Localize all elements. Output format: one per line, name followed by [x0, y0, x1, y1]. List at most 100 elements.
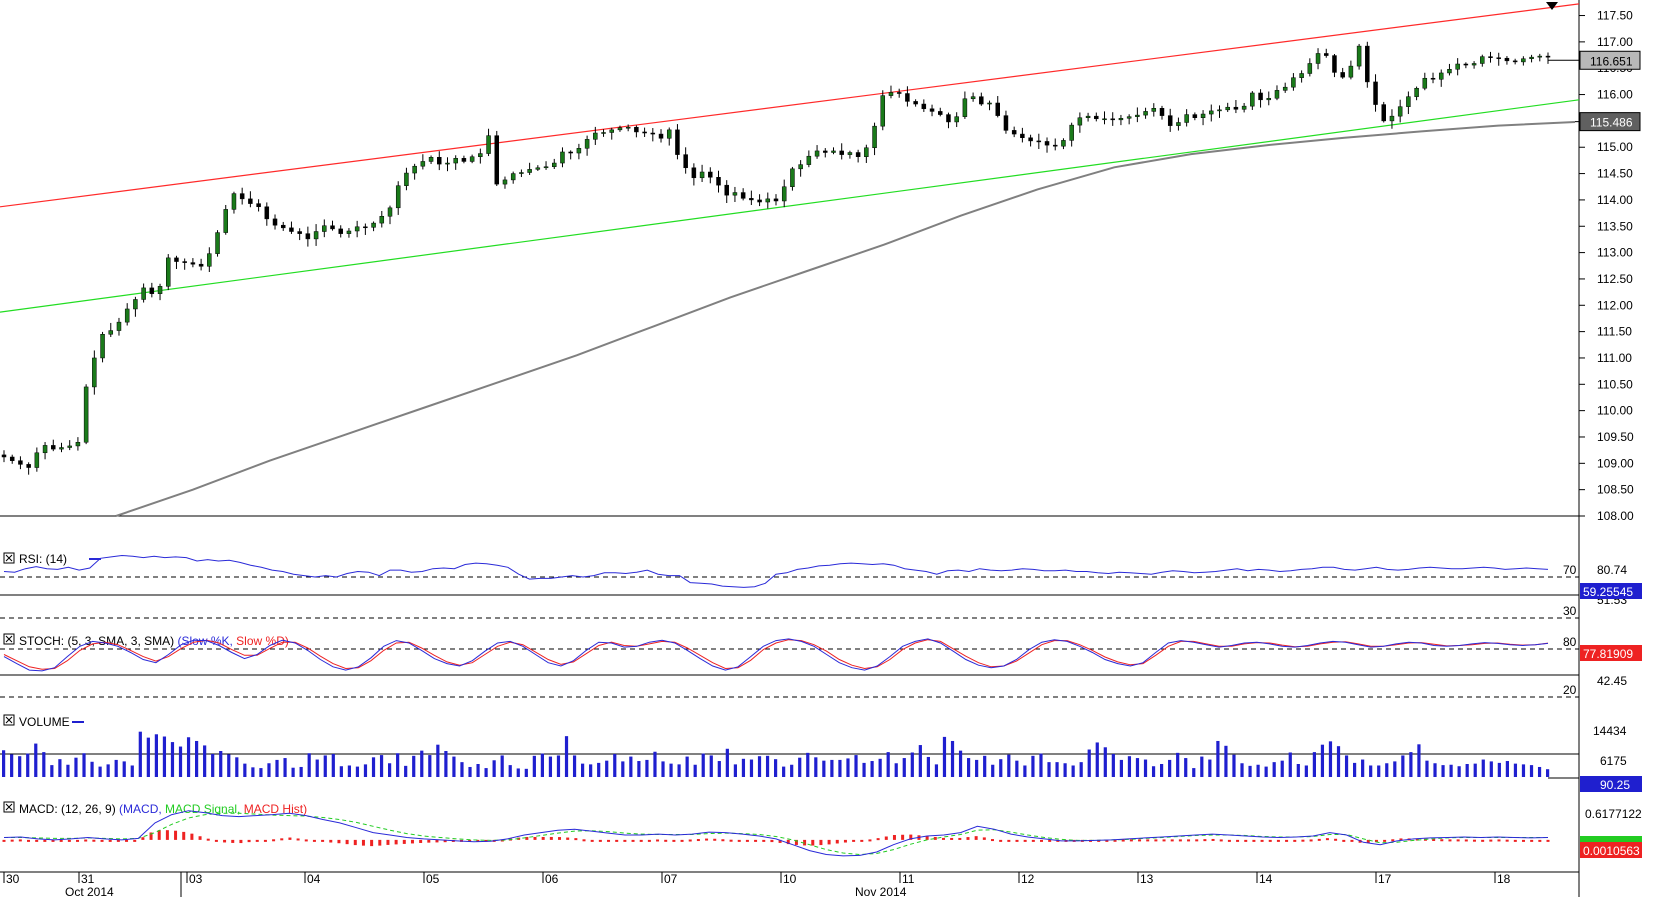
macd-hist-bar: [1472, 839, 1476, 842]
stoch-k-line: [3, 638, 1549, 672]
volume-bar: [1119, 759, 1123, 777]
candle-body: [1192, 114, 1198, 118]
volume-bar: [1176, 752, 1180, 777]
volume-bar: [677, 764, 681, 777]
candle-body: [1052, 144, 1058, 147]
candle-body: [1512, 60, 1518, 63]
macd-hist-bar: [1301, 839, 1305, 842]
volume-bar: [653, 751, 657, 777]
candle-body: [338, 228, 343, 234]
candle-body: [716, 177, 721, 186]
candle-body: [1365, 45, 1370, 83]
candle-body: [297, 231, 302, 234]
volume-bar: [1304, 765, 1308, 777]
volume-bar: [275, 759, 279, 777]
time-tick-label: 03: [189, 872, 203, 886]
macd-hist-bar: [288, 837, 292, 840]
volume-bar: [1481, 759, 1485, 777]
volume-bar: [1264, 766, 1268, 777]
macd-hist-bar: [157, 830, 161, 840]
stoch-close-icon: [5, 635, 13, 643]
macd-hist-bar: [1374, 839, 1378, 843]
macd-hist-bar: [1129, 839, 1133, 842]
macd-hist-bar: [999, 839, 1003, 842]
volume-mid-label: 6175: [1600, 754, 1627, 768]
candle-body: [289, 227, 294, 232]
candle-body: [412, 165, 417, 174]
volume-bar: [1087, 749, 1091, 777]
macd-top-label: 0.6177122: [1585, 807, 1642, 821]
volume-bar: [58, 759, 62, 777]
volume-bar: [1079, 762, 1083, 777]
macd-hist-bar: [1391, 839, 1395, 842]
stoch-d-label: Slow %D): [233, 634, 289, 648]
volume-bar: [846, 758, 850, 777]
macd-hist-bar: [647, 839, 651, 842]
macd-hist-bar: [165, 830, 169, 840]
macd-hist-bar: [1309, 839, 1313, 842]
macd-hist-bar: [558, 837, 562, 840]
volume-bar: [629, 756, 633, 777]
macd-hist-bar: [484, 839, 488, 842]
macd-hist-bar: [705, 838, 709, 841]
candle-body: [1110, 118, 1115, 121]
time-tick-label: 07: [664, 872, 678, 886]
candle-body: [855, 152, 861, 157]
macd-hist-bar: [280, 838, 284, 841]
volume-bar: [251, 767, 255, 777]
macd-hist-bar: [541, 836, 545, 840]
volume-bar: [661, 761, 665, 777]
volume-bar: [1111, 753, 1115, 777]
volume-bar: [42, 752, 46, 777]
candle-body: [864, 147, 869, 157]
candle-body: [264, 206, 270, 220]
candle-body: [1291, 77, 1296, 88]
volume-bar: [66, 764, 70, 777]
volume-bar: [1489, 761, 1493, 777]
volume-bar: [1216, 740, 1220, 777]
volume-bar: [428, 755, 432, 777]
macd-hist-bar: [1031, 839, 1035, 842]
time-tick-label: 11: [902, 872, 915, 886]
volume-bar: [162, 736, 167, 777]
volume-bar: [291, 767, 295, 777]
volume-bar: [1473, 763, 1477, 777]
candle-body: [100, 334, 105, 359]
volume-bar: [1433, 763, 1437, 777]
volume-bar: [950, 740, 955, 777]
time-tick-label: 06: [545, 872, 559, 886]
macd-hist-bar: [443, 839, 447, 843]
volume-bar: [154, 734, 158, 777]
price-candles: [1, 41, 1551, 475]
volume-bar: [1232, 754, 1236, 777]
volume-bar: [1272, 762, 1276, 777]
month-label: Nov 2014: [855, 885, 907, 897]
candle-body: [1209, 110, 1214, 115]
candle-body: [42, 445, 48, 454]
macd-hist-bar: [345, 839, 349, 845]
candle-body: [34, 452, 40, 468]
candle-body: [1282, 86, 1288, 91]
volume-bar: [999, 759, 1003, 777]
volume-bar: [1320, 744, 1325, 777]
macd-hist-bar: [1195, 839, 1199, 842]
macd-hist-bar: [688, 839, 692, 842]
price-tick-label: 113.00: [1597, 246, 1633, 260]
volume-bar: [1055, 762, 1059, 777]
macd-hist-bar: [10, 839, 14, 842]
volume-bar: [1521, 764, 1526, 777]
candle-body: [625, 126, 631, 129]
volume-bar: [1401, 755, 1405, 777]
macd-hist-bar: [2, 839, 6, 842]
volume-bar: [1312, 752, 1316, 777]
panel-frames: [0, 0, 1580, 897]
candle-body: [1003, 115, 1009, 131]
candle-body: [18, 460, 23, 465]
volume-bar: [637, 761, 641, 777]
candle-body: [502, 179, 508, 185]
volume-bar: [886, 752, 890, 777]
candle-body: [149, 287, 155, 294]
macd-hist-bar: [982, 837, 986, 840]
volume-bar: [74, 757, 78, 777]
volume-bar: [2, 750, 6, 777]
